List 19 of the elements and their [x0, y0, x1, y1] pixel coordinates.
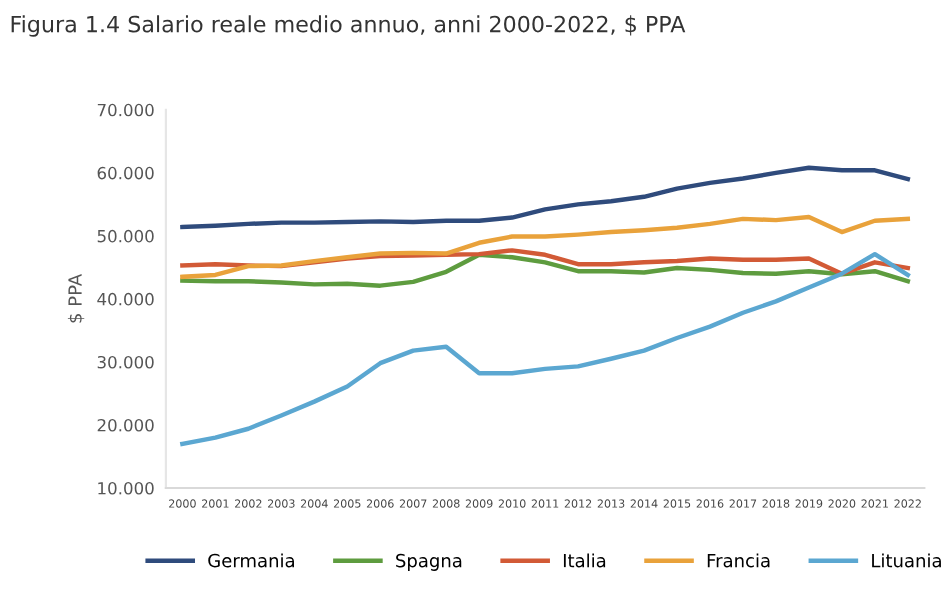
y-tick-label: 10.000: [98, 481, 154, 495]
line-series: [180, 214, 911, 280]
legend-label: Germania: [208, 553, 294, 568]
legend-label: Francia: [707, 553, 770, 568]
y-tick-label: 20.000: [97, 418, 154, 432]
y-tick-label: 60.000: [97, 166, 154, 180]
legend-label: Italia: [563, 553, 606, 568]
y-tick-label: 70.000: [97, 103, 154, 117]
y-tick-label: 30.000: [97, 355, 154, 369]
legend-label: Lituania: [872, 553, 941, 568]
line-series: [180, 252, 911, 288]
y-tick-label: 50.000: [97, 229, 154, 243]
line-series: [180, 165, 911, 230]
chart-title: Figura 1.4 Salario reale medio annuo, anni 2000-2022, $ PPA: [11, 15, 686, 37]
y-axis-title: $ PPA: [67, 273, 85, 323]
line-series: [180, 248, 911, 276]
y-tick-label: 40.000: [97, 292, 154, 306]
legend-label: Spagna: [396, 553, 462, 571]
line-series: [180, 251, 911, 447]
